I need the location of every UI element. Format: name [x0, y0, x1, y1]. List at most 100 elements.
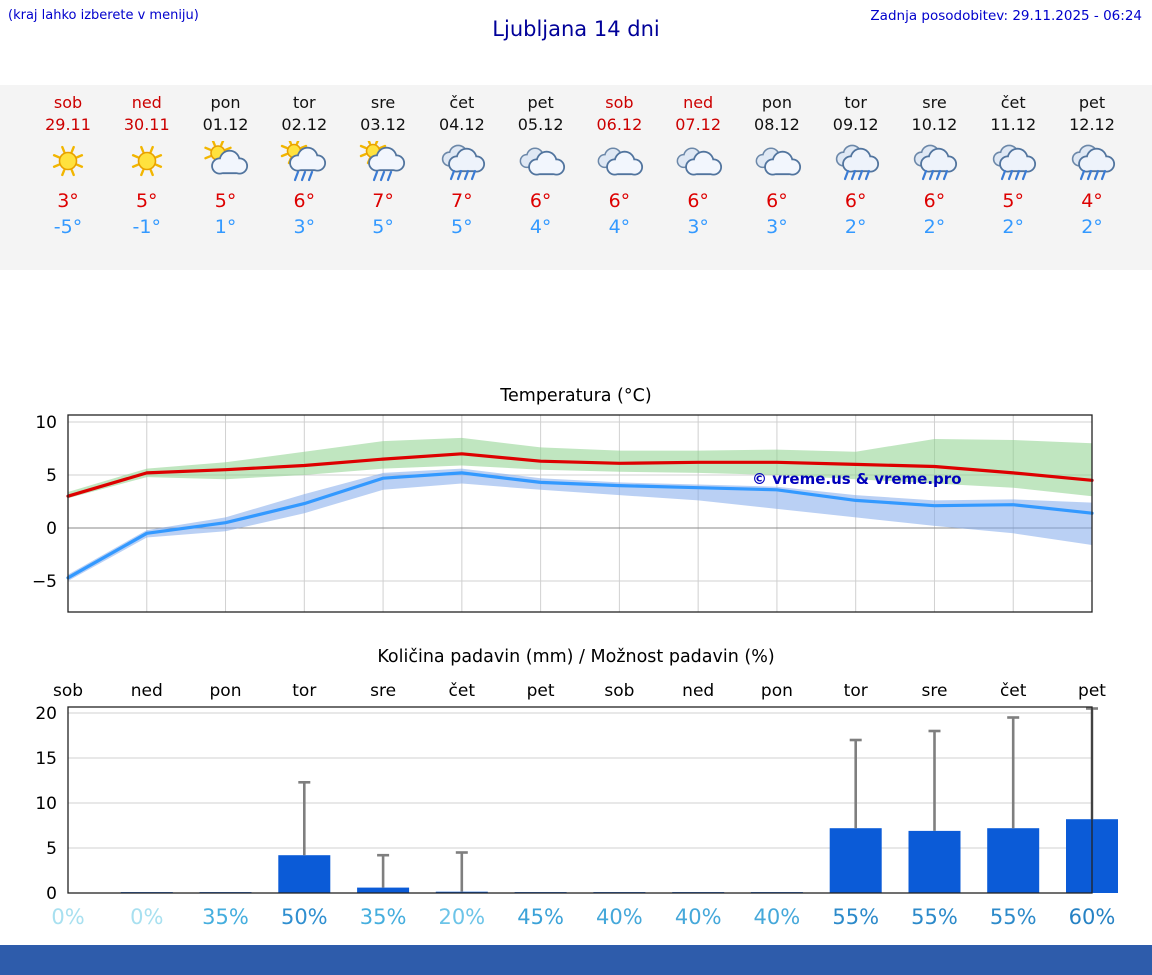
- max-temp: 5°: [135, 190, 158, 212]
- temp-ytick: 5: [46, 466, 57, 486]
- day-name: sob: [53, 93, 83, 112]
- min-temp: 3°: [293, 216, 316, 238]
- max-temp: 6°: [844, 190, 867, 212]
- min-temp: 4°: [529, 216, 552, 238]
- min-temp: 3°: [687, 216, 709, 238]
- day-name: sob: [605, 93, 634, 112]
- day-name: sre: [370, 93, 396, 112]
- day-name: tor: [292, 93, 316, 112]
- day-date: 05.12: [517, 115, 564, 134]
- day-date: 30.11: [123, 115, 170, 134]
- min-temp: 5°: [372, 216, 394, 238]
- min-temp: 2°: [923, 216, 946, 238]
- precip-percent: 55%: [911, 905, 958, 929]
- precip-percent: 40%: [675, 905, 722, 929]
- precip-ytick: 15: [35, 749, 57, 769]
- min-temp: 4°: [608, 216, 631, 238]
- day-name: ned: [131, 93, 162, 112]
- precip-day-label: sre: [370, 681, 396, 701]
- sun-rain-icon: [357, 137, 409, 183]
- temp-ytick: −5: [32, 572, 57, 592]
- day-date: 03.12: [360, 115, 406, 134]
- precip-ytick: 5: [46, 839, 57, 859]
- cloudy-icon: [672, 141, 724, 183]
- precip-day-label: pon: [761, 681, 793, 701]
- rain-icon: [1066, 141, 1118, 183]
- min-temp: 3°: [766, 216, 788, 238]
- cloudy-icon: [515, 141, 567, 183]
- precip-bar: [829, 828, 882, 893]
- day-name: ned: [683, 93, 714, 112]
- precip-day-label: tor: [844, 681, 868, 701]
- menu-hint: (kraj lahko izberete v meniju): [8, 8, 199, 23]
- max-temp: 6°: [529, 190, 552, 212]
- precip-percent: 20%: [438, 905, 485, 929]
- day-name: čet: [449, 93, 475, 112]
- day-column: pet 12.12 4° 2°: [1049, 85, 1135, 238]
- day-date: 09.12: [832, 115, 879, 134]
- precip-percent: 35%: [360, 905, 407, 929]
- precipitation-chart: sob ned pon tor sre čet pet sob ned pon tor sre čet p…: [0, 670, 1152, 938]
- temperature-chart: 10 5 0 −5 © vreme.us & vreme.pro: [0, 408, 1152, 620]
- min-temp: 5°: [451, 216, 473, 238]
- rain-icon: [436, 141, 488, 183]
- watermark: © vreme.us & vreme.pro: [752, 470, 962, 488]
- max-temp: 6°: [687, 190, 709, 212]
- precip-day-label: čet: [449, 681, 476, 701]
- day-column: čet 04.12 7° 5°: [419, 85, 505, 238]
- precip-percent: 50%: [281, 905, 328, 929]
- max-temp: 6°: [923, 190, 946, 212]
- temp-ytick: 0: [46, 519, 57, 539]
- precip-day-label: ned: [131, 681, 163, 701]
- day-column: ned 07.12 6° 3°: [655, 85, 741, 238]
- precip-percent: 55%: [832, 905, 879, 929]
- min-temperature-line: [66, 471, 1094, 580]
- precip-chart-svg: sob ned pon tor sre čet pet sob ned pon tor sre čet p…: [35, 681, 1118, 929]
- max-temp: 7°: [451, 190, 473, 212]
- max-temp: 6°: [766, 190, 788, 212]
- sunny-icon: [42, 141, 94, 183]
- rain-icon: [908, 141, 960, 183]
- max-temp: 7°: [372, 190, 394, 212]
- last-update: Zadnja posodobitev: 29.11.2025 - 06:24: [870, 8, 1142, 24]
- rain-icon: [830, 141, 882, 183]
- day-name: pet: [527, 93, 554, 112]
- precip-day-label: pet: [1078, 681, 1106, 701]
- min-temp: 2°: [844, 216, 867, 238]
- day-column: sre 10.12 6° 2°: [891, 85, 977, 238]
- min-temp: -1°: [132, 216, 161, 238]
- day-date: 07.12: [675, 115, 722, 134]
- day-name: sre: [922, 93, 947, 112]
- precip-ytick: 20: [35, 704, 57, 724]
- precip-day-label: sob: [604, 681, 634, 701]
- cloudy-icon: [751, 141, 803, 183]
- max-temp: 4°: [1081, 190, 1103, 212]
- day-name: čet: [1000, 93, 1026, 112]
- rain-icon: [987, 141, 1039, 183]
- precip-day-label: sre: [922, 681, 948, 701]
- precip-day-label: ned: [682, 681, 714, 701]
- day-date: 11.12: [990, 115, 1037, 134]
- precip-bar: [908, 830, 961, 893]
- sun-rain-icon: [278, 137, 330, 183]
- min-temp: 2°: [1081, 216, 1103, 238]
- precipitation-chart-title: Količina padavin (mm) / Možnost padavin …: [377, 647, 775, 667]
- day-date: 01.12: [202, 115, 249, 134]
- day-date: 10.12: [911, 115, 958, 134]
- max-temp: 5°: [214, 190, 237, 212]
- precip-bar: [278, 855, 331, 893]
- day-column: tor 09.12 6° 2°: [813, 85, 899, 238]
- precip-bar: [987, 828, 1040, 893]
- min-temp: -5°: [53, 216, 83, 238]
- day-name: pet: [1078, 93, 1106, 112]
- precip-bar: [435, 891, 488, 893]
- precip-percent: 35%: [202, 905, 249, 929]
- precip-percent: 60%: [1069, 905, 1116, 929]
- min-temp: 1°: [214, 216, 237, 238]
- max-temperature-line: [66, 452, 1094, 498]
- day-column: pon 08.12 6° 3°: [734, 85, 820, 238]
- max-temp: 3°: [57, 190, 79, 212]
- day-date: 12.12: [1069, 115, 1115, 134]
- precip-day-label: čet: [1000, 681, 1027, 701]
